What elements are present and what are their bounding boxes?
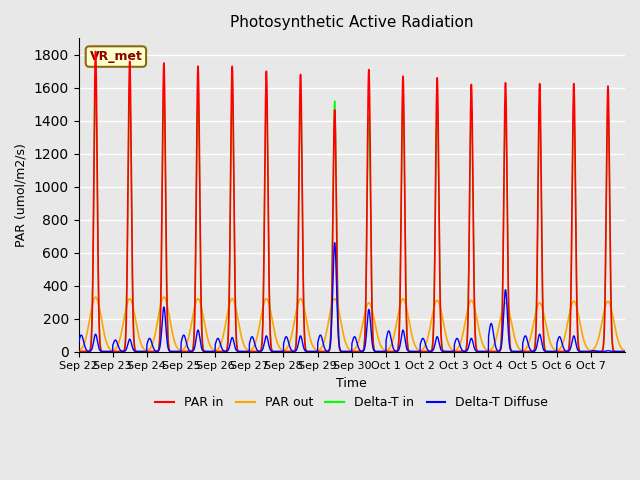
Title: Photosynthetic Active Radiation: Photosynthetic Active Radiation	[230, 15, 474, 30]
Legend: PAR in, PAR out, Delta-T in, Delta-T Diffuse: PAR in, PAR out, Delta-T in, Delta-T Dif…	[150, 391, 554, 414]
X-axis label: Time: Time	[337, 377, 367, 390]
Y-axis label: PAR (umol/m2/s): PAR (umol/m2/s)	[15, 143, 28, 247]
Text: VR_met: VR_met	[90, 50, 142, 63]
